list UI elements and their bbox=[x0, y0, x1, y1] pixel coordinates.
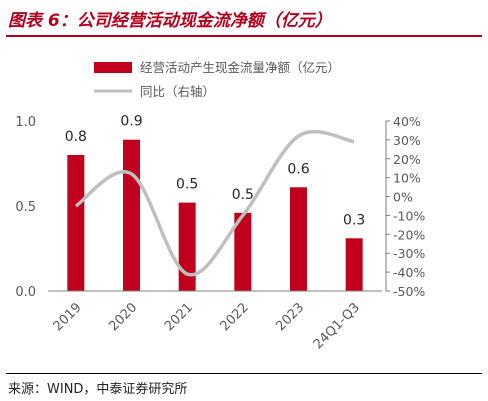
x-tick-label-2022: 2022 bbox=[218, 300, 252, 334]
bar-24Q1-Q3 bbox=[345, 238, 363, 291]
bar-data-label: 0.9 bbox=[120, 114, 142, 130]
right-axis-tick-label: 40% bbox=[393, 114, 421, 129]
bar-2023 bbox=[290, 187, 307, 291]
right-axis-tick-label: -50% bbox=[393, 284, 425, 299]
bar-2022 bbox=[234, 212, 252, 291]
right-axis-tick-label: 30% bbox=[393, 133, 421, 148]
right-axis-tick-label: 20% bbox=[393, 152, 421, 167]
right-axis-tick-label: -30% bbox=[393, 246, 425, 261]
legend-bar-label: 经营活动产生现金流量净额（亿元） bbox=[140, 60, 340, 75]
title-divider bbox=[6, 35, 482, 37]
x-tick-label-24Q1-Q3: 24Q1-Q3 bbox=[311, 300, 363, 352]
chart-title: 图表 6：公司经营活动现金流净额（亿元） bbox=[8, 11, 332, 31]
legend-line-label: 同比（右轴） bbox=[140, 84, 215, 99]
x-tick-label-2019: 2019 bbox=[51, 300, 85, 334]
legend-bar-swatch bbox=[94, 62, 132, 73]
right-axis-tick-label: -20% bbox=[393, 227, 425, 242]
right-axis-tick-label: 0% bbox=[393, 190, 413, 205]
bar-data-label: 0.5 bbox=[176, 177, 198, 193]
bar-2019 bbox=[67, 155, 85, 291]
x-tick-label-2020: 2020 bbox=[106, 300, 140, 334]
left-axis-tick-label: 1.0 bbox=[15, 115, 36, 130]
bar-data-label: 0.3 bbox=[343, 212, 365, 228]
bar-data-label: 0.8 bbox=[65, 129, 87, 145]
bar-data-label: 0.5 bbox=[232, 187, 254, 203]
right-axis-tick-label: -10% bbox=[393, 208, 425, 223]
bar-2021 bbox=[178, 202, 196, 291]
source-divider bbox=[6, 373, 482, 374]
left-axis-tick-label: 0.0 bbox=[15, 285, 36, 300]
source-note: 来源：WIND，中泰证券研究所 bbox=[8, 382, 188, 397]
bar-data-label: 0.6 bbox=[287, 161, 309, 177]
bar-2020 bbox=[123, 139, 140, 291]
left-axis-tick-label: 0.5 bbox=[15, 200, 36, 215]
right-axis-tick-label: 10% bbox=[393, 171, 421, 186]
yoy-growth-line bbox=[74, 130, 355, 277]
x-tick-label-2021: 2021 bbox=[162, 300, 196, 334]
x-tick-label-2023: 2023 bbox=[273, 300, 307, 334]
right-axis-tick-label: -40% bbox=[393, 265, 425, 280]
